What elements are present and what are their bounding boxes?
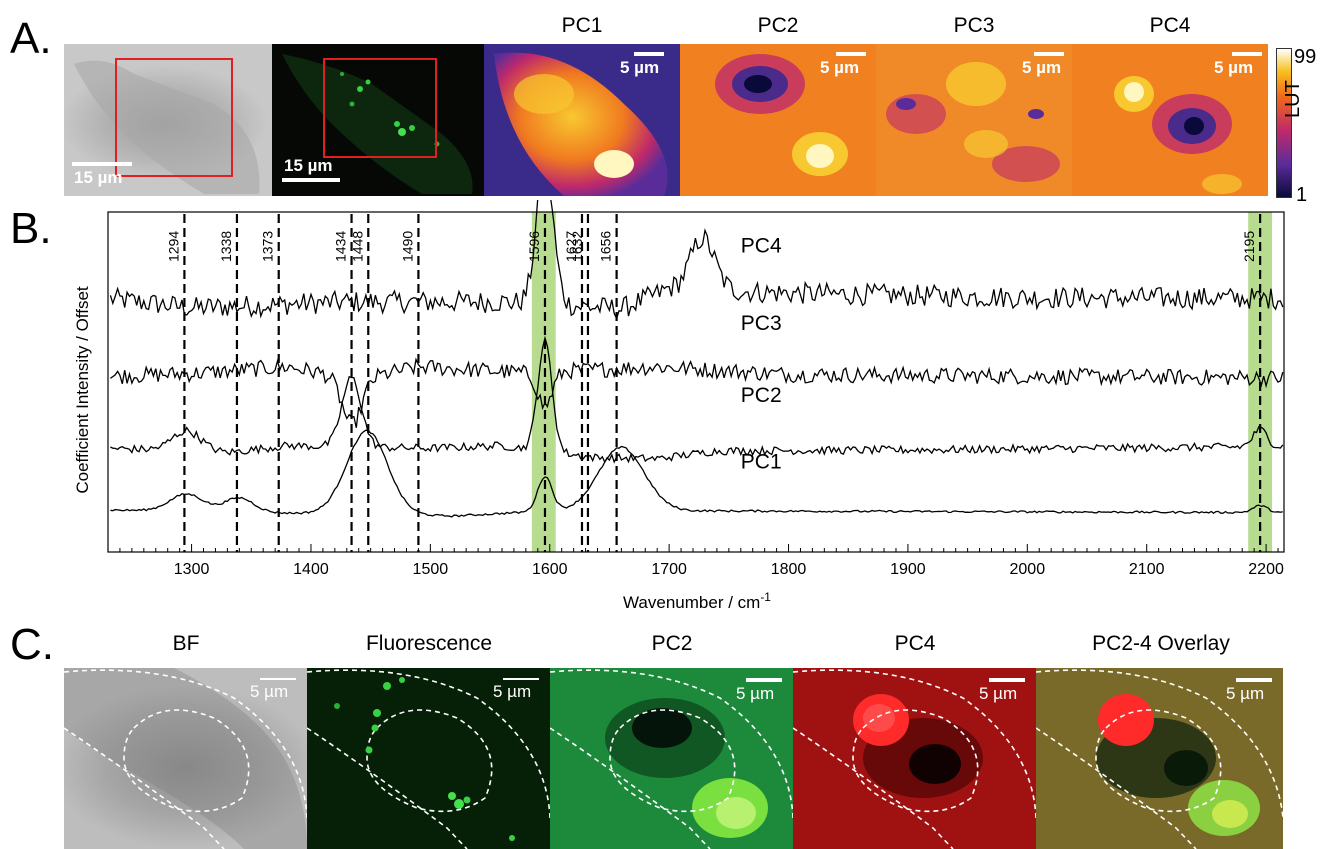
x-tick-label-2000: 2000 <box>1010 561 1046 578</box>
row-c-pc4-image: 5 µm <box>793 668 1036 849</box>
plot-frame <box>107 211 1285 553</box>
lut-min-label: 1 <box>1296 184 1308 206</box>
row-c-fluorescence-image: 5 µm <box>307 668 550 849</box>
x-tick-label-2200: 2200 <box>1248 561 1284 578</box>
row-c-pc2-scalebar <box>746 678 782 682</box>
row-c-pc2-image: 5 µm <box>550 668 793 849</box>
row-a-brightfield-scalebar <box>72 162 132 166</box>
row-a-title-pc3: PC3 <box>953 14 995 37</box>
x-tick-label-1500: 1500 <box>413 561 449 578</box>
row-a-pc4-scalebar <box>1232 52 1262 56</box>
peak-label-1490: 1490 <box>399 231 415 262</box>
series-label-pc3: PC3 <box>741 312 782 335</box>
row-a-fluorescence-scalebar-label: 15 µm <box>284 156 333 175</box>
row-a-pc3-scalebar <box>1034 52 1064 56</box>
lut-colorbar <box>1276 48 1292 198</box>
row-a-brightfield-image: 15 µm <box>64 44 272 196</box>
row-c-title-pc4: PC4 <box>894 632 936 655</box>
series-line-pc3 <box>110 357 1284 428</box>
peak-label-1448: 1448 <box>349 231 365 262</box>
series-line-pc2 <box>110 335 1284 464</box>
series-label-pc1: PC1 <box>741 450 782 473</box>
row-a-pc2-scalebar <box>836 52 866 56</box>
row-a-pc1-scalebar-label: 5 µm <box>620 58 660 77</box>
row-c-title-fluorescence: Fluorescence <box>365 632 493 655</box>
peak-label-2195: 2195 <box>1241 231 1257 262</box>
x-tick-label-1800: 1800 <box>771 561 807 578</box>
series-label-pc4: PC4 <box>741 234 782 257</box>
panel-label-a: A. <box>10 14 52 63</box>
peak-label-1338: 1338 <box>218 231 234 262</box>
series-line-pc4 <box>109 200 1284 321</box>
row-a-title-pc2: PC2 <box>757 14 799 37</box>
chart-x-axis-label: Wavenumber / cm-1 <box>623 590 771 612</box>
series-label-pc2: PC2 <box>741 384 782 407</box>
row-c-fluorescence-scalebar-label: 5 µm <box>493 682 532 701</box>
row-c-title-overlay: PC2-4 Overlay <box>1092 632 1230 655</box>
x-tick-label-1700: 1700 <box>651 561 687 578</box>
x-tick-label-1400: 1400 <box>293 561 329 578</box>
row-c-pc2-scalebar-label: 5 µm <box>736 684 775 703</box>
row-a-pc1-scalebar <box>634 52 664 56</box>
x-tick-label-1300: 1300 <box>174 561 210 578</box>
peak-label-1294: 1294 <box>165 231 181 262</box>
row-c-title-pc2: PC2 <box>651 632 693 655</box>
row-c-pc4-scalebar-label: 5 µm <box>979 684 1018 703</box>
panel-label-b: B. <box>10 204 52 253</box>
lut-max-label: 99 <box>1294 46 1317 68</box>
row-a-pc1-map: 5 µm <box>484 44 680 196</box>
chart-y-axis-label: Coefficient Intensity / Offset <box>73 286 92 494</box>
x-tick-label-1900: 1900 <box>890 561 926 578</box>
peak-label-1656: 1656 <box>598 231 614 262</box>
row-a-fluorescence-scalebar <box>282 178 340 182</box>
row-c-title-bf: BF <box>172 632 200 655</box>
row-c-fluorescence-scalebar <box>503 678 539 680</box>
peak-label-1434: 1434 <box>333 231 349 262</box>
series-line-pc1 <box>110 429 1283 518</box>
row-a-brightfield-scalebar-label: 15 µm <box>74 168 123 187</box>
highlight-band-0 <box>531 212 556 552</box>
row-a-title-pc1: PC1 <box>561 14 603 37</box>
row-a-fluorescence-image: 15 µm <box>272 44 484 196</box>
row-c-overlay-image: 5 µm <box>1036 668 1283 849</box>
row-c-brightfield-image: 5 µm <box>64 668 307 849</box>
x-tick-label-1600: 1600 <box>532 561 568 578</box>
peak-label-1627: 1627 <box>563 231 579 262</box>
row-a-pc4-scalebar-label: 5 µm <box>1214 58 1254 77</box>
peak-label-1632: 1632 <box>569 231 585 262</box>
row-a-pc2-scalebar-label: 5 µm <box>820 58 860 77</box>
row-c-bf-scalebar-label: 5 µm <box>250 682 289 701</box>
row-c-overlay-scalebar-label: 5 µm <box>1226 684 1265 703</box>
panel-label-c: C. <box>10 620 54 669</box>
row-c-pc4-scalebar <box>989 678 1025 682</box>
row-a-title-pc4: PC4 <box>1149 14 1191 37</box>
row-c-overlay-scalebar <box>1236 678 1272 682</box>
row-a-pc3-scalebar-label: 5 µm <box>1022 58 1062 77</box>
lut-axis-label: LUT <box>1282 80 1304 118</box>
row-a-pc2-map: 5 µm <box>680 44 876 196</box>
x-tick-label-2100: 2100 <box>1129 561 1165 578</box>
row-a-pc3-map: 5 µm <box>876 44 1072 196</box>
row-a-pc4-map: 5 µm <box>1072 44 1268 196</box>
peak-label-1373: 1373 <box>260 231 276 262</box>
row-c-bf-scalebar <box>260 678 296 680</box>
